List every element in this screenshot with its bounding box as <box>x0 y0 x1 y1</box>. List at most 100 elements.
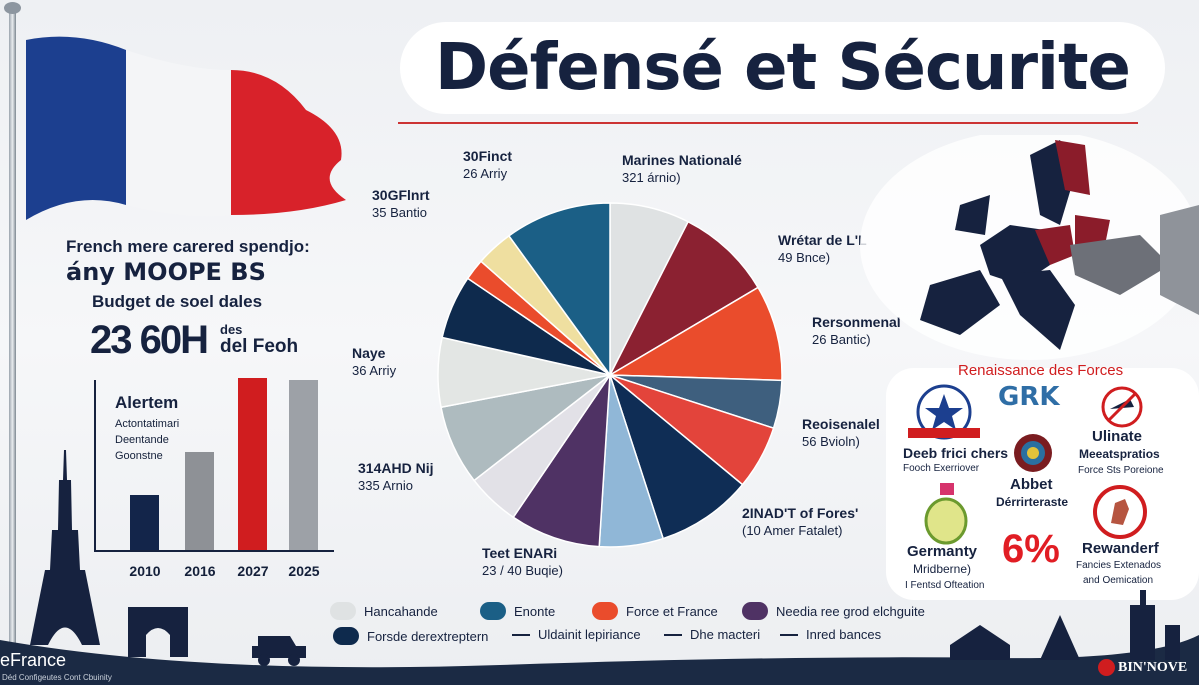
military-vehicle-icon <box>252 636 306 666</box>
spending-subheading: ány MOOPE BS <box>66 258 266 286</box>
city-skyline-icon <box>950 590 1180 660</box>
logo-text: GRK <box>998 382 1060 412</box>
footer-brand: eFrance <box>0 650 67 670</box>
pie-annotation: Marines Nationalé 321 árnio) <box>622 152 742 186</box>
medal-icon <box>924 483 968 545</box>
pie-annotation-name: 30Finct <box>463 148 513 164</box>
legend-swatch <box>480 602 506 620</box>
legend-item: Hancahande <box>330 602 438 620</box>
no-drone-icon <box>1101 386 1143 428</box>
footer-tagline: Déd Configeutes Cont Cbuinity <box>2 673 112 682</box>
star-emblem-icon <box>908 384 980 440</box>
pie-annotation: 30Finct 26 Arriy <box>463 148 512 182</box>
force-item-title: Deeb frici chers <box>903 445 1009 461</box>
force-item-title-2: Mridberne) <box>913 562 972 576</box>
legend-dash <box>512 633 530 636</box>
pie-slice <box>512 372 611 548</box>
pie-annotation-name: 30GFlnrt <box>372 187 430 203</box>
lion-crest-icon <box>1093 485 1147 539</box>
legend-item: Inred bances <box>780 627 881 642</box>
bar-chart-note: Deentande <box>115 434 169 446</box>
legend-label: Dhe macteri <box>690 627 761 642</box>
forces-heading: Renaissance des Forces <box>958 362 1124 379</box>
pie-annotation-value: 26 Bantic) <box>812 332 871 347</box>
europe-map <box>860 135 1199 360</box>
bar-x-tick-label: 2025 <box>288 563 320 579</box>
flag-pole-top <box>4 2 21 14</box>
pie-annotation: 2INAD'T of Fores' (10 Amer Fatalet) <box>742 505 858 539</box>
pie-annotation-name: Naye <box>352 345 386 361</box>
legend-swatch <box>333 627 359 645</box>
french-flag <box>26 36 346 220</box>
pie-annotation-value: 26 Arriy <box>463 166 508 181</box>
pie-annotation: Naye 36 Arriy <box>352 345 396 379</box>
pie-annotation: 314AHD Nij 335 Arnio <box>358 460 433 494</box>
legend-label: Inred bances <box>806 627 882 642</box>
footer-wave <box>0 635 1199 685</box>
legend-swatch <box>592 602 618 620</box>
bar-chart-note: Actontatimari <box>115 418 180 430</box>
force-item-title: Ulinate <box>1092 428 1143 445</box>
pie-annotation-value: 56 Bvioln) <box>802 434 860 449</box>
page-title: Défensé et Sécurite <box>400 22 1165 114</box>
legend-swatch <box>742 602 768 620</box>
bar-x-tick-label: 2010 <box>129 563 161 579</box>
legend-label: Enonte <box>514 603 556 619</box>
pie-annotation-value: (10 Amer Fatalet) <box>742 523 843 538</box>
pie-annotation-value: 321 árnio) <box>622 170 681 185</box>
pie-annotation-name: 2INAD'T of Fores' <box>742 505 859 521</box>
pie-annotation-name: Marines Nationalé <box>622 152 742 168</box>
bar-chart-note: Goonstne <box>115 450 163 462</box>
spending-heading: French mere carered spendjo: <box>66 237 310 256</box>
force-item-title: Rewanderf <box>1082 540 1159 557</box>
pie-slice <box>507 202 611 378</box>
force-item-sub: I Fentsd Ofteation <box>905 580 985 591</box>
legend-label: Needia ree grod elchguite <box>776 603 925 619</box>
force-item-title-2: Meeatspratios <box>1079 447 1160 461</box>
force-item-sub: Fancies Extenados <box>1076 560 1162 571</box>
bar-chart-title: Alertem <box>115 393 179 412</box>
bar-x-tick-label: 2027 <box>237 563 269 579</box>
force-item-title-2: Dérrirteraste <box>996 495 1069 509</box>
bar-2025 <box>289 379 318 550</box>
pie-annotation: Wrétar de L'L 49 Bnce) <box>778 232 867 266</box>
bar-y-axis <box>94 380 96 552</box>
legend-label: Hancahande <box>364 603 438 619</box>
legend-label: Uldainit lepiriance <box>538 627 641 642</box>
round-badge-icon <box>1014 434 1052 472</box>
pie-annotation-name: Reoisenalel <box>802 416 880 432</box>
title-divider <box>398 122 1138 124</box>
legend-item: Uldainit lepiriance <box>512 627 641 642</box>
legend-item: Force et France <box>592 602 718 620</box>
pie-annotation: 30GFlnrt 35 Bantio <box>372 187 430 221</box>
pie-annotation-name: Rersonmenal <box>812 314 901 330</box>
pie-annotation-value: 36 Arriy <box>352 363 397 378</box>
bar-x-axis <box>94 550 334 552</box>
legend-swatch <box>330 602 356 620</box>
legend-dash <box>664 633 682 636</box>
budget-unit-1: des <box>220 322 243 337</box>
legend-dash <box>780 633 798 636</box>
legend-label: Forsde derextreptern <box>367 628 489 644</box>
bar-2010 <box>130 494 159 550</box>
pie-annotation-value: 23 / 40 Buqie) <box>482 563 563 578</box>
budget-unit-2: del Feoh <box>220 336 299 357</box>
pie-annotation: Reoisenalel 56 Bvioln) <box>802 416 880 450</box>
pie-slice <box>607 286 783 382</box>
pie-annotation-name: Teet ENARi <box>482 545 558 561</box>
pie-slice <box>608 372 744 540</box>
flag-pole <box>9 8 16 648</box>
bar-2027 <box>238 378 267 550</box>
legend-item: Needia ree grod elchguite <box>742 602 925 620</box>
force-item-title: Germanty <box>907 543 978 560</box>
force-item-sub-2: and Oemication <box>1083 575 1154 586</box>
pie-slice <box>608 220 760 377</box>
pie-annotation: Teet ENARi 23 / 40 Buqie) <box>482 545 563 579</box>
force-item-title: Abbet <box>1010 476 1053 493</box>
percent-stat: 6% <box>1002 527 1060 571</box>
budget-value: 23 60H <box>90 318 209 362</box>
pie-annotation-value: 335 Arnio <box>358 478 413 493</box>
arc-de-triomphe-icon <box>128 607 188 657</box>
budget-label: Budget de soel dales <box>92 292 263 311</box>
bar-x-tick-label: 2016 <box>184 563 216 579</box>
